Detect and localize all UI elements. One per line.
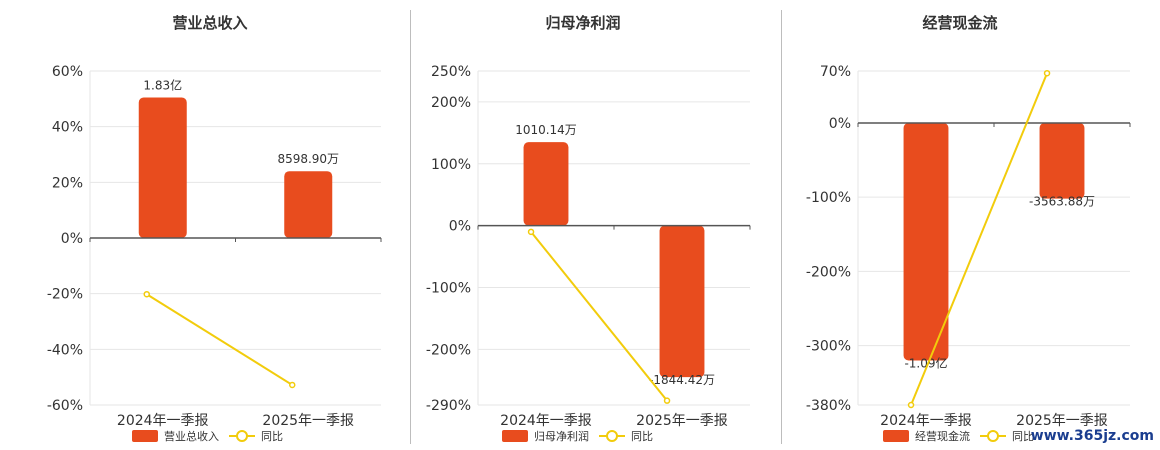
- y-tick-label: -40%: [47, 342, 83, 358]
- chart-svg: 营业总收入 60% 40% 20% 0% -20% -40% -60% 1.83亿 8598.90…: [47, 14, 382, 443]
- y-tick-label: 40%: [52, 120, 83, 136]
- bar: [138, 97, 187, 238]
- y-tick-label: 100%: [431, 157, 471, 173]
- legend-swatch-bar: [502, 430, 528, 442]
- y-tick-label: 70%: [820, 64, 851, 80]
- yoy-line: [910, 72, 1048, 406]
- bar: [1039, 122, 1085, 199]
- yoy-point: [143, 290, 150, 298]
- bar-data-label: -1.09亿: [904, 355, 947, 370]
- y-tick-label: -60%: [47, 398, 83, 414]
- y-tick-label: 200%: [431, 95, 471, 111]
- y-tick-label: 20%: [52, 175, 83, 191]
- bar: [659, 225, 705, 378]
- y-tick-label: 60%: [52, 64, 83, 80]
- legend-swatch-bar: [132, 430, 158, 442]
- x-category-label: 2025年一季报: [636, 413, 728, 429]
- bar-data-label: 8598.90万: [277, 152, 339, 166]
- chart-title: 经营现金流: [922, 14, 997, 32]
- y-tick-label: -380%: [806, 398, 851, 414]
- y-tick-label: -290%: [426, 398, 471, 414]
- y-tick-label: 0%: [829, 116, 851, 132]
- y-tick-label: 250%: [431, 64, 471, 80]
- chart-panel-net-profit: 归母净利润 250% 200% 100% 0% -100% -200% -290% 1010.1…: [411, 0, 781, 450]
- yoy-point: [527, 228, 535, 236]
- bar: [523, 142, 569, 226]
- legend-swatch-marker: [236, 430, 248, 442]
- y-tick-label: -100%: [426, 280, 471, 296]
- legend-label-line: 同比: [261, 430, 283, 443]
- y-tick-label: 0%: [61, 231, 83, 247]
- panel-divider: [781, 10, 782, 444]
- legend-label-bar: 经营现金流: [915, 429, 970, 443]
- chart-title: 归母净利润: [545, 14, 620, 32]
- chart-panel-revenue: 营业总收入 60% 40% 20% 0% -20% -40% -60% 1.83亿 8598.90…: [0, 0, 410, 450]
- yoy-point: [1043, 69, 1051, 77]
- watermark: www.365jz.com: [1030, 428, 1154, 444]
- yoy-point: [907, 401, 915, 409]
- panel-divider: [410, 10, 411, 444]
- legend-swatch-bar: [883, 430, 909, 442]
- y-tick-label: -300%: [806, 339, 851, 355]
- legend-label-line: 同比: [1012, 430, 1034, 443]
- bar-data-label: 1.83亿: [143, 77, 182, 92]
- bar-data-label: 1010.14万: [515, 123, 577, 137]
- legend-label-bar: 归母净利润: [534, 429, 589, 443]
- yoy-point: [288, 381, 296, 389]
- yoy-line: [146, 293, 293, 386]
- yoy-line: [530, 231, 668, 402]
- y-tick-label: -200%: [806, 264, 851, 280]
- legend-swatch-marker: [606, 430, 618, 442]
- x-category-label: 2024年一季报: [500, 413, 592, 429]
- legend-label-bar: 营业总收入: [164, 429, 219, 443]
- x-category-label: 2025年一季报: [1016, 413, 1108, 429]
- yoy-point: [663, 397, 671, 404]
- chart-panel-cash-flow: 经营现金流 70% 0% -100% -200% -300% -380% -1.09亿 -356…: [782, 0, 1160, 450]
- bar-data-label: -1844.42万: [649, 373, 715, 387]
- bar: [284, 171, 333, 238]
- legend-label-line: 同比: [631, 430, 653, 443]
- x-category-label: 2024年一季报: [117, 413, 209, 429]
- chart-title: 营业总收入: [172, 14, 247, 32]
- y-tick-label: -100%: [806, 190, 851, 206]
- x-category-label: 2025年一季报: [262, 413, 354, 429]
- chart-svg: 经营现金流 70% 0% -100% -200% -300% -380% -1.09亿 -356…: [806, 14, 1131, 443]
- chart-svg: 归母净利润 250% 200% 100% 0% -100% -200% -290% 1010.1…: [426, 14, 751, 443]
- bar-data-label: -3563.88万: [1029, 195, 1095, 209]
- y-tick-label: -20%: [47, 287, 83, 303]
- legend-swatch-marker: [987, 430, 999, 442]
- bar: [903, 122, 949, 361]
- x-category-label: 2024年一季报: [880, 413, 972, 429]
- y-tick-label: 0%: [449, 219, 471, 235]
- y-tick-label: -200%: [426, 342, 471, 358]
